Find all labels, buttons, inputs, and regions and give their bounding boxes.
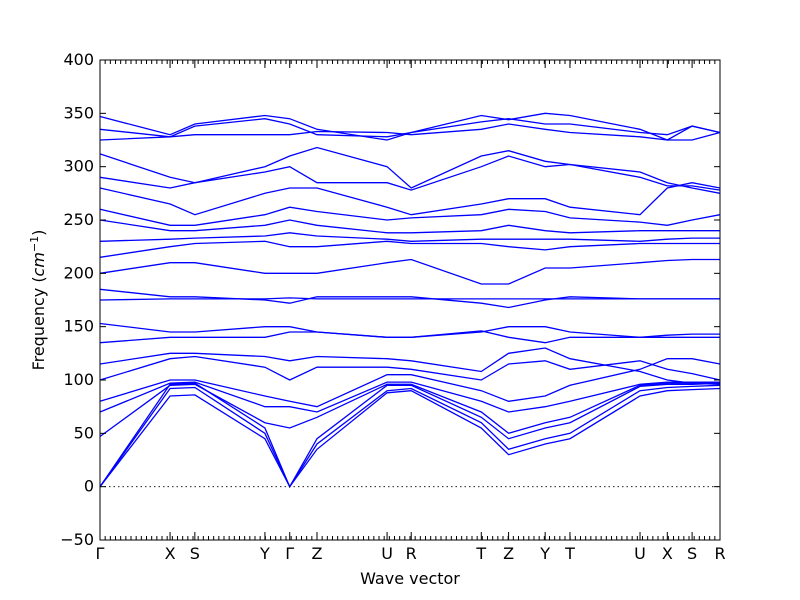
band-line-4 [99, 381, 721, 438]
x-tick-label: Y [539, 544, 550, 563]
x-tick-label: S [190, 544, 200, 563]
y-tick-label: 400 [63, 50, 94, 69]
band-line-2 [99, 384, 721, 489]
band-line-8 [99, 347, 721, 385]
band-line-7 [99, 355, 721, 381]
x-tick-label: U [634, 544, 646, 563]
band-line-3 [99, 382, 721, 489]
band-line-23 [99, 112, 721, 141]
x-tick-label: Γ [96, 544, 105, 563]
x-tick-label: X [662, 544, 673, 563]
band-line-15 [99, 232, 720, 242]
x-tick-label: T [564, 544, 575, 563]
y-axis-label-unit: cm [29, 252, 48, 276]
band-line-21 [99, 118, 721, 141]
band-line-6 [99, 358, 721, 408]
x-tick-label: R [406, 544, 417, 563]
band-line-12 [99, 288, 720, 309]
band-line-5 [99, 381, 720, 413]
band-line-18 [99, 182, 721, 216]
band-line-20 [99, 146, 721, 191]
y-axis-label-exponent: −1 [28, 236, 41, 252]
x-tick-label: T [475, 544, 486, 563]
y-tick-label: 150 [63, 317, 94, 336]
y-tick-label: 300 [63, 157, 94, 176]
y-axis-label-close: ) [29, 230, 48, 236]
y-axis-label: Frequency (cm−1) [28, 230, 48, 371]
band-line-10 [99, 322, 720, 344]
y-tick-label: 100 [63, 370, 94, 389]
band-line-22 [99, 123, 721, 141]
y-tick-label: 50 [74, 423, 94, 442]
band-line-14 [99, 240, 720, 258]
y-axis: −50 0 50 100 150 200 250 300 350 400 [60, 50, 720, 549]
band-line-19 [99, 155, 721, 194]
x-tick-label: U [381, 544, 393, 563]
x-tick-label: Z [503, 544, 514, 563]
y-tick-label: 350 [63, 103, 94, 122]
band-line-17 [99, 206, 721, 226]
x-tick-label: R [714, 544, 725, 563]
x-tick-label: S [687, 544, 697, 563]
plot-frame [99, 59, 721, 541]
band-line-13 [99, 258, 720, 285]
x-tick-label: X [165, 544, 176, 563]
y-tick-label: 0 [84, 477, 94, 496]
band-line-16 [99, 219, 720, 234]
x-tick-label: Z [312, 544, 323, 563]
y-tick-label: −50 [60, 530, 94, 549]
x-axis-label: Wave vector [360, 569, 460, 588]
band-lines [99, 112, 721, 489]
y-axis-label-text: Frequency ( [29, 276, 48, 370]
y-tick-label: 200 [63, 263, 94, 282]
band-line-1 [99, 387, 721, 488]
x-tick-label: Γ [285, 544, 294, 563]
band-line-9 [99, 326, 720, 344]
y-tick-label: 250 [63, 210, 94, 229]
x-tick-label: Y [259, 544, 270, 563]
